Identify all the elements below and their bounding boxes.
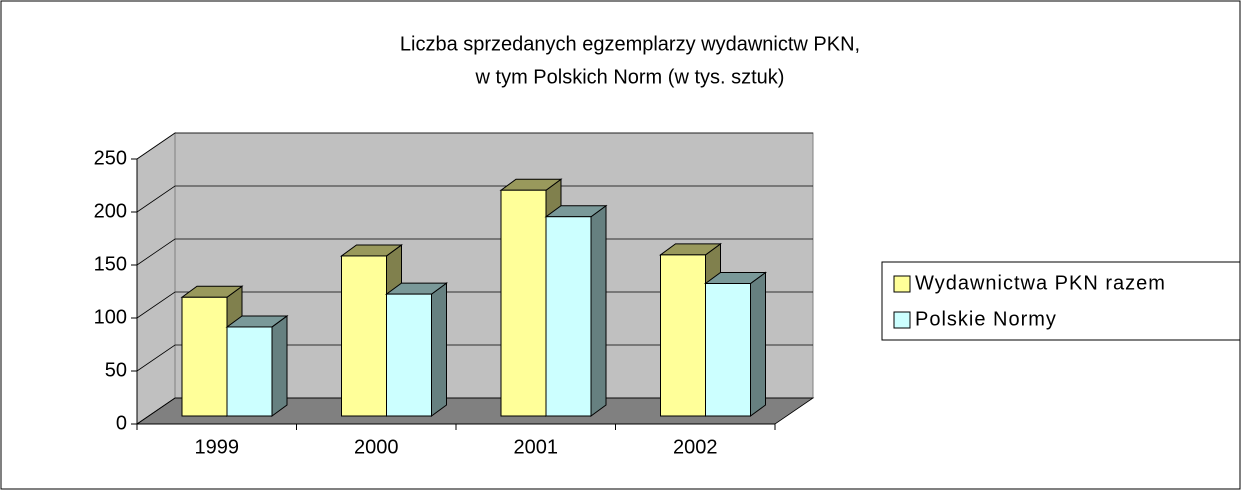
legend-label: Polskie Normy — [915, 308, 1057, 330]
bar-side — [431, 282, 447, 417]
legend — [881, 261, 1241, 341]
bar — [225, 314, 289, 417]
x-tick-label: 1999 — [195, 436, 240, 458]
bar-front — [660, 254, 706, 417]
bar — [544, 204, 608, 417]
bar-front — [226, 326, 273, 417]
legend-label: Wydawnictwa PKN razem — [915, 272, 1166, 294]
chart-title: Liczba sprzedanych egzemplarzy wydawnict… — [400, 33, 860, 55]
bar-front — [386, 293, 432, 417]
grid-line — [136, 132, 813, 160]
legend-swatch — [893, 311, 911, 329]
x-tick-label: 2000 — [354, 436, 399, 458]
y-tick-label: 200 — [94, 200, 127, 222]
bar — [703, 271, 768, 417]
grid-line — [136, 185, 813, 213]
bar-side — [590, 204, 607, 417]
y-tick-label: 100 — [94, 306, 127, 328]
x-tick-label: 2002 — [673, 436, 718, 458]
chart-title: w tym Polskich Norm (w tys. sztuk) — [475, 66, 785, 88]
x-tick-label: 2001 — [514, 436, 559, 458]
bar-front — [705, 283, 751, 417]
bar-front — [181, 296, 228, 417]
bar-front — [545, 216, 592, 417]
bar-side — [750, 271, 766, 417]
bar — [384, 282, 449, 417]
bar-front — [500, 189, 547, 417]
bar-side — [271, 314, 288, 417]
y-tick-label: 0 — [116, 412, 127, 434]
bar-front — [341, 255, 387, 417]
bar — [180, 285, 244, 417]
legend-swatch — [893, 275, 911, 293]
y-tick-label: 150 — [94, 253, 127, 275]
y-tick-label: 250 — [94, 147, 127, 169]
y-tick-label: 50 — [105, 359, 127, 381]
side-wall — [136, 132, 176, 425]
